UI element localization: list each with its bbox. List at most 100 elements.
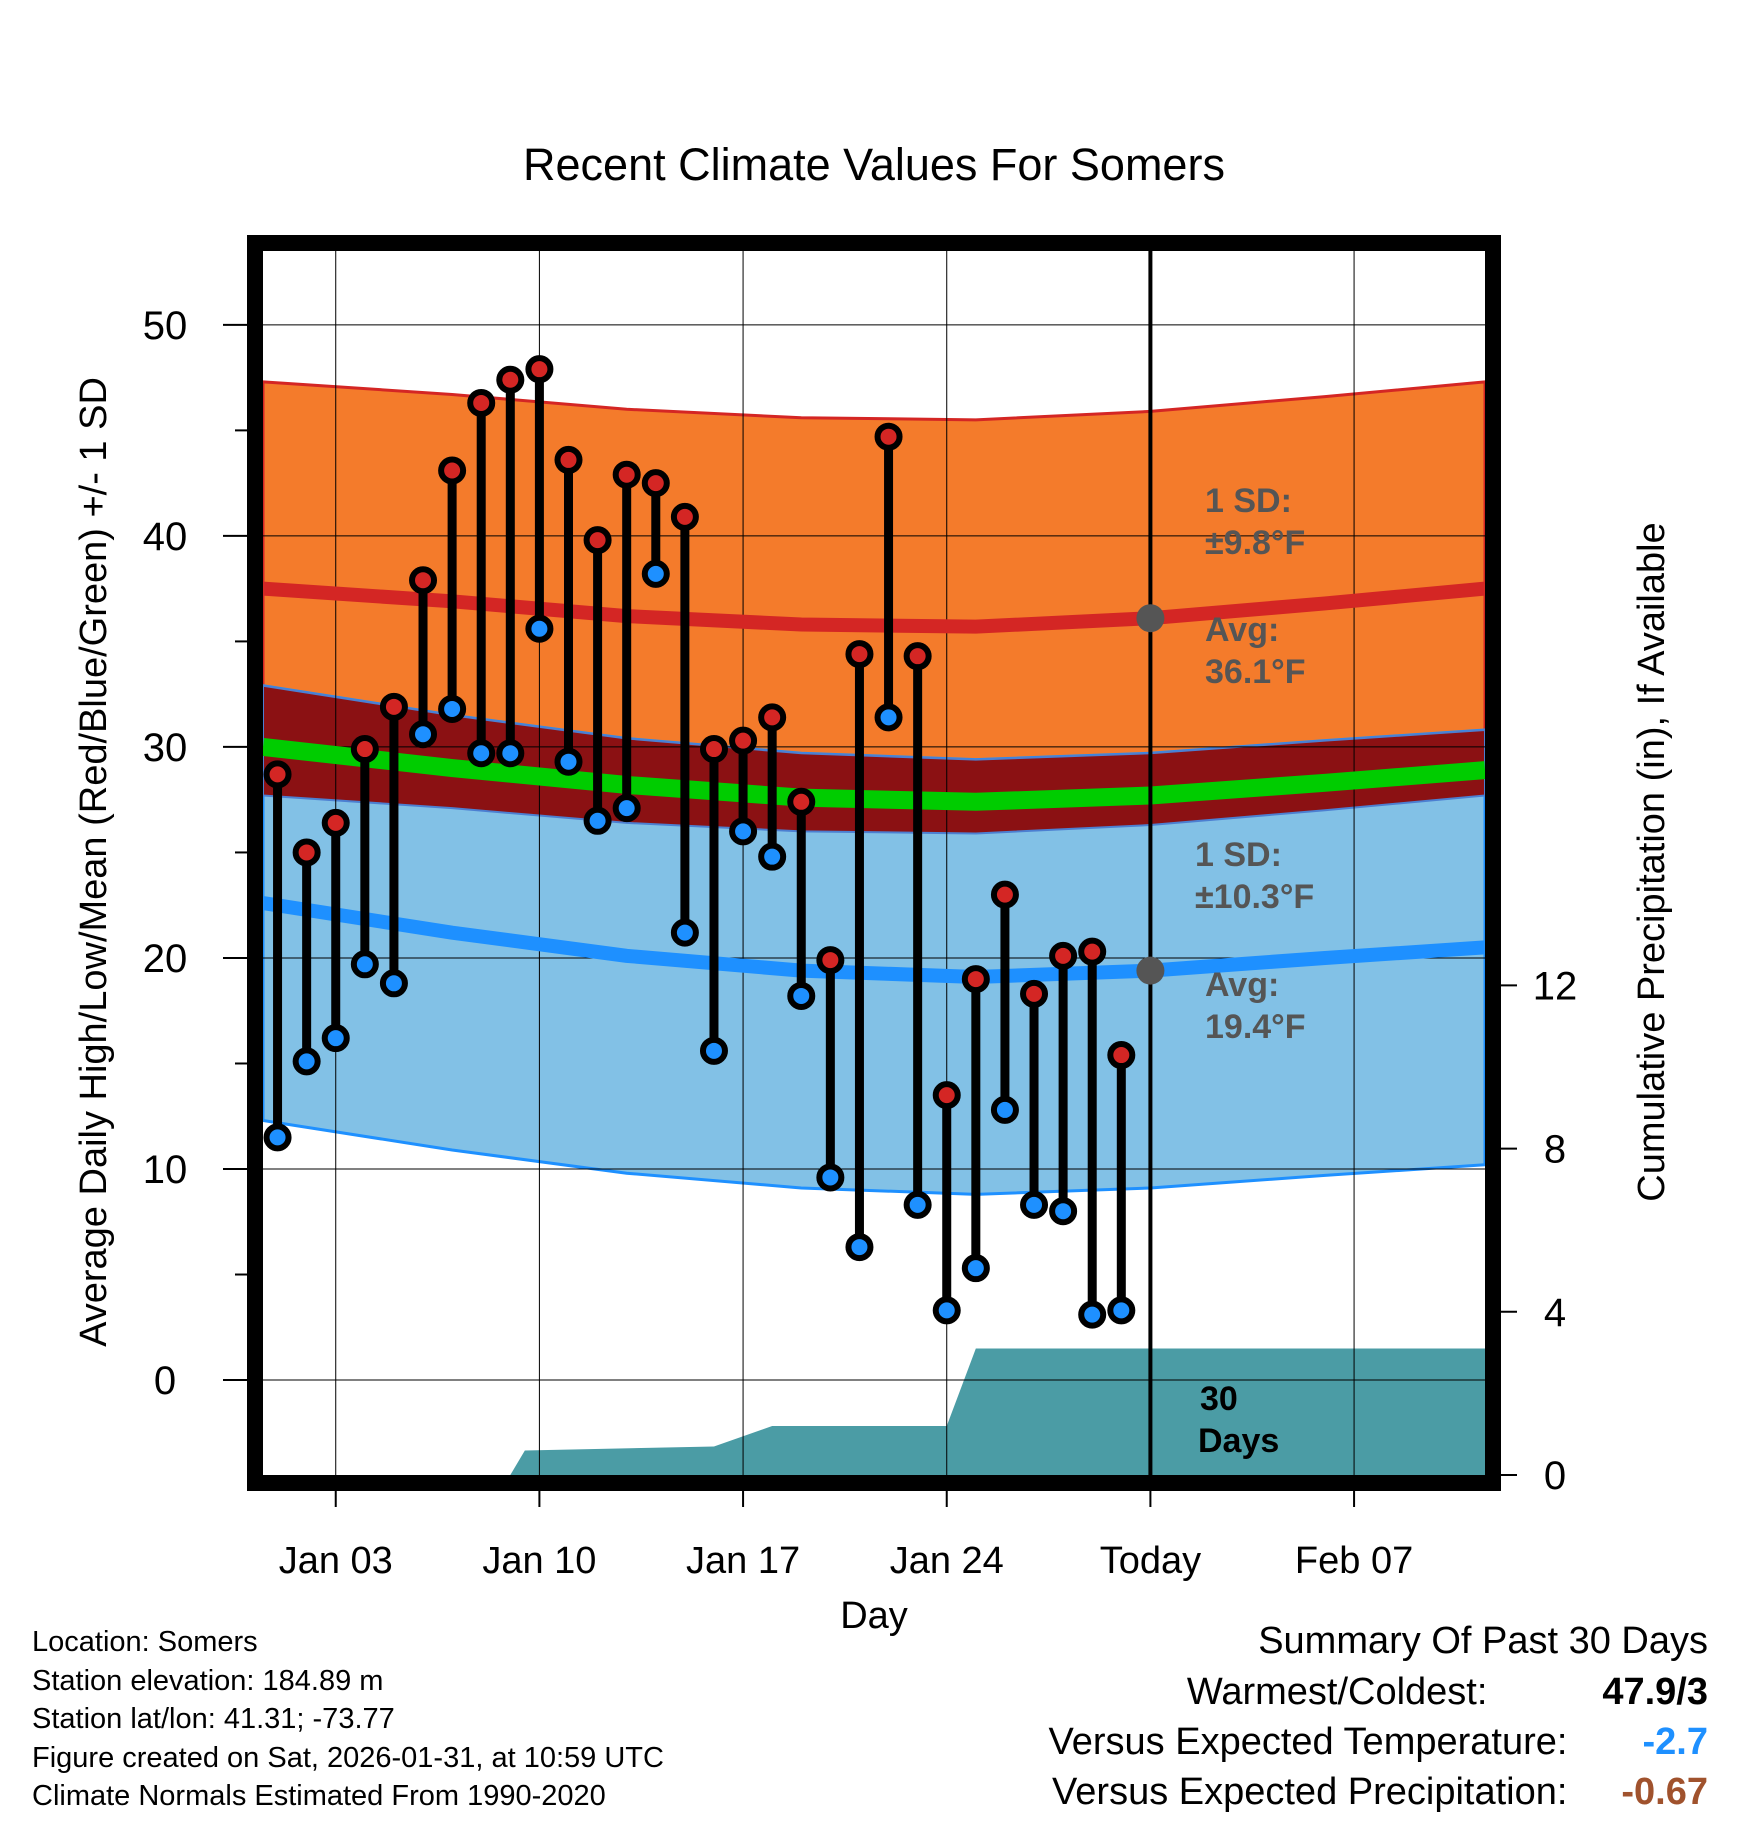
elevation-text: Station elevation: 184.89 m — [32, 1664, 384, 1697]
summary-row-precipitation: Versus Expected Precipitation: -0.67 — [1049, 1767, 1708, 1817]
summary-label: Versus Expected Precipitation: — [1052, 1771, 1568, 1813]
normal-low-line — [263, 896, 1485, 984]
daily-high-point — [670, 502, 699, 531]
daily-high-point — [729, 726, 758, 755]
summary-row-warmest-coldest: Warmest/Coldest: 47.9/3 — [1049, 1667, 1708, 1717]
y-tick-label: 50 — [143, 304, 188, 348]
created-text: Figure created on Sat, 2026-01-31, at 10… — [32, 1741, 664, 1774]
daily-high-point — [903, 642, 932, 671]
daily-low-point — [350, 950, 379, 979]
high-avg-point — [1136, 604, 1165, 633]
daily-high-point — [932, 1081, 961, 1110]
daily-high-point — [1049, 941, 1078, 970]
daily-high-point — [1107, 1041, 1136, 1070]
y-tick-label: 20 — [143, 937, 188, 981]
daily-low-point — [874, 703, 903, 732]
daily-high-point — [554, 445, 583, 474]
temperature-anomaly-value: -2.7 — [1642, 1721, 1708, 1763]
warmest-coldest-value: 47.9/3 — [1602, 1671, 1708, 1713]
low-avg-annotation: Avg: 19.4°F — [1205, 966, 1306, 1046]
y2-tick-label: 0 — [1544, 1454, 1566, 1498]
daily-high-point — [1020, 979, 1049, 1008]
daily-high-point — [496, 365, 525, 394]
summary-panel: Summary Of Past 30 Days Warmest/Coldest:… — [1049, 1615, 1708, 1817]
y2-tick-label: 4 — [1544, 1291, 1566, 1335]
annotations: 1 SD: ±9.8°F Avg: 36.1°F 1 SD: ±10.3°F Avg: 19.… — [1136, 482, 1314, 1460]
daily-low-point — [699, 1036, 728, 1065]
daily-high-point — [583, 526, 612, 555]
daily-high-point — [612, 460, 641, 489]
daily-high-point — [409, 566, 438, 595]
high-sd-annotation: 1 SD: ±9.8°F — [1205, 482, 1305, 562]
daily-high-point — [845, 640, 874, 669]
x-tick-label: Jan 10 — [482, 1540, 596, 1582]
y2-tick-label: 8 — [1544, 1128, 1566, 1172]
today-window-label: 30 Days — [1198, 1380, 1279, 1460]
daily-high-point — [292, 838, 321, 867]
summary-label: Versus Expected Temperature: — [1048, 1721, 1568, 1763]
daily-high-point — [321, 808, 350, 837]
daily-high-point — [699, 735, 728, 764]
summary-row-temperature: Versus Expected Temperature: -2.7 — [1049, 1717, 1708, 1767]
daily-low-point — [1078, 1300, 1107, 1329]
daily-low-point — [583, 806, 612, 835]
daily-low-point — [990, 1095, 1019, 1124]
high-avg-annotation: Avg: 36.1°F — [1205, 611, 1306, 691]
axes: 0 10 20 30 40 50 0 4 8 12 Jan 03 Jan 10 Jan 17 Jan 24… — [143, 235, 1578, 1582]
summary-label: Warmest/Coldest: — [1186, 1671, 1488, 1713]
plot-frame — [247, 235, 1501, 1491]
daily-low-point — [467, 739, 496, 768]
normal-mean-line — [263, 737, 1485, 811]
daily-low-point — [1107, 1296, 1136, 1325]
y-tick-label: 30 — [143, 726, 188, 770]
precipitation-anomaly-value: -0.67 — [1621, 1771, 1708, 1813]
y2-axis-label: Cumulative Precipitation (in), If Availa… — [1631, 522, 1673, 1201]
daily-low-point — [525, 614, 554, 643]
daily-high-point — [758, 703, 787, 732]
daily-high-point — [641, 469, 670, 498]
daily-high-point — [438, 456, 467, 485]
station-info: Location: Somers Station elevation: 184.… — [32, 1623, 664, 1816]
daily-low-point — [1020, 1190, 1049, 1219]
y-tick-label: 0 — [154, 1359, 176, 1403]
daily-low-point — [670, 918, 699, 947]
low-sd-annotation: 1 SD: ±10.3°F — [1195, 836, 1314, 916]
daily-low-point — [379, 969, 408, 998]
daily-high-point — [525, 355, 554, 384]
plot-area — [263, 251, 1485, 1475]
daily-high-point — [350, 735, 379, 764]
daily-high-point — [787, 787, 816, 816]
daily-high-point — [467, 388, 496, 417]
x-tick-label: Jan 17 — [686, 1540, 800, 1582]
normals-text: Climate Normals Estimated From 1990-2020 — [32, 1780, 606, 1813]
daily-high-point — [874, 422, 903, 451]
daily-low-point — [729, 817, 758, 846]
daily-temperature-marks — [263, 355, 1136, 1329]
daily-low-point — [1049, 1197, 1078, 1226]
daily-low-point — [787, 981, 816, 1010]
cumulative-precipitation-area — [510, 1348, 1485, 1475]
y-tick-label: 10 — [143, 1148, 188, 1192]
daily-low-point — [932, 1296, 961, 1325]
daily-low-point — [321, 1024, 350, 1053]
daily-low-point — [409, 720, 438, 749]
daily-low-point — [845, 1233, 874, 1262]
latlon-text: Station lat/lon: 41.31; -73.77 — [32, 1703, 395, 1736]
daily-high-point — [379, 692, 408, 721]
y2-tick-label: 12 — [1533, 964, 1578, 1008]
daily-high-point — [961, 965, 990, 994]
daily-low-point — [903, 1190, 932, 1219]
daily-low-point — [816, 1163, 845, 1192]
daily-low-point — [612, 794, 641, 823]
daily-low-point — [554, 747, 583, 776]
y-tick-label: 40 — [143, 515, 188, 559]
chart-title: Recent Climate Values For Somers — [523, 139, 1225, 190]
x-tick-label: Today — [1100, 1540, 1201, 1582]
location-text: Location: Somers — [32, 1626, 258, 1658]
x-tick-label: Feb 07 — [1295, 1540, 1413, 1582]
low-avg-point — [1136, 956, 1165, 985]
daily-high-point — [1078, 937, 1107, 966]
y-axis-label: Average Daily High/Low/Mean (Red/Blue/Gr… — [73, 377, 115, 1347]
daily-low-point — [758, 842, 787, 871]
